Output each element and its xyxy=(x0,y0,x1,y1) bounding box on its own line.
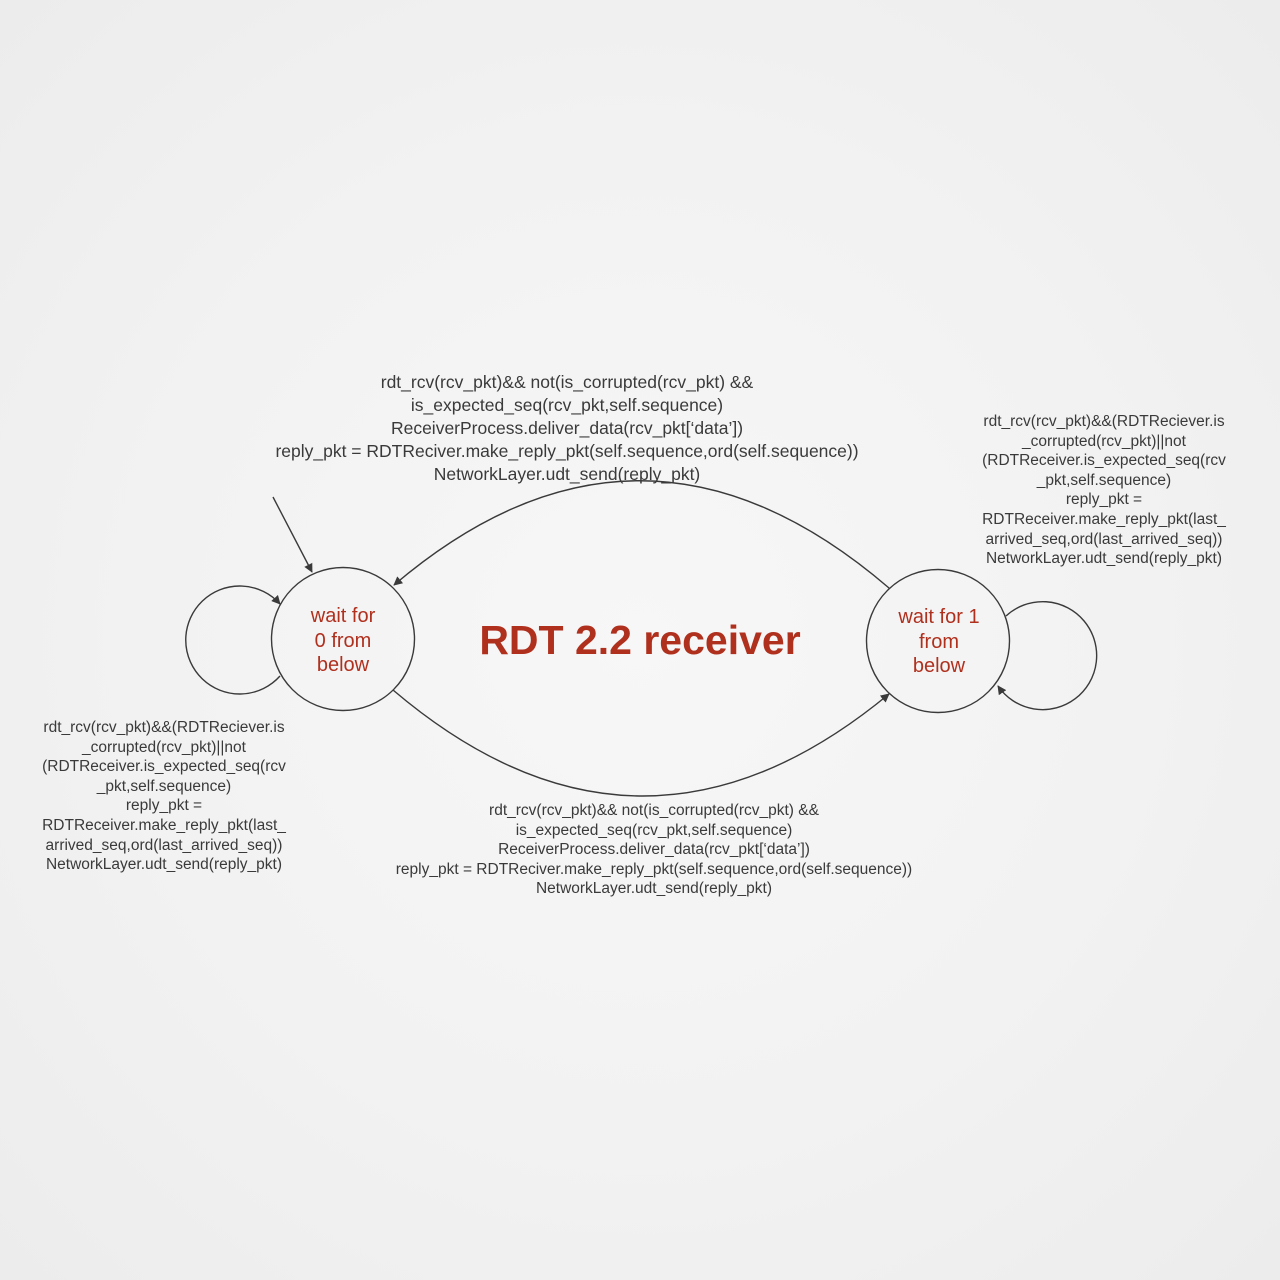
diagram-title: RDT 2.2 receiver xyxy=(479,617,801,663)
initial-transition-arrow xyxy=(272,496,313,573)
self-loop-state-1 xyxy=(997,601,1098,711)
transition-label-line: NetworkLayer.udt_send(reply_pkt) xyxy=(45,856,283,874)
transition-label-line: arrived_seq,ord(last_arrived_seq)) xyxy=(985,530,1223,548)
transition-label-line: is_expected_seq(rcv_pkt,self.sequence) xyxy=(515,821,793,839)
transition-label-line: NetworkLayer.udt_send(reply_pkt) xyxy=(433,464,701,484)
state-0-label-line: 0 from xyxy=(314,629,372,652)
state-1-label-line: wait for 1 xyxy=(898,606,980,628)
transition-label-line: is_expected_seq(rcv_pkt,self.sequence) xyxy=(410,395,724,415)
transition-label-top: rdt_rcv(rcv_pkt)&& not(is_corrupted(rcv_… xyxy=(190,371,944,486)
transition-arc-top xyxy=(393,480,890,589)
transition-label-line: RDTReceiver.make_reply_pkt(last_ xyxy=(982,510,1226,528)
transition-label-line: reply_pkt = RDTReciver.make_reply_pkt(se… xyxy=(275,441,859,461)
state-1-circle xyxy=(865,568,1011,714)
transition-label-self-loop-state-0: rdt_rcv(rcv_pkt)&&(RDTReciever.is _corru… xyxy=(10,718,318,875)
state-0-label-line: below xyxy=(316,654,370,676)
transition-label-line: reply_pkt = xyxy=(1065,491,1143,509)
transition-label-line: RDTReceiver.make_reply_pkt(last_ xyxy=(42,816,286,834)
transition-label-line: _pkt,self.sequence) xyxy=(1036,471,1172,489)
transition-label-line: (RDTReceiver.is_expected_seq(rcv xyxy=(982,452,1226,470)
transition-label-line: (RDTReceiver.is_expected_seq(rcv xyxy=(42,758,286,776)
self-loop-state-0 xyxy=(185,585,281,695)
state-1-label-line: from xyxy=(919,630,959,653)
transition-label-line: _corrupted(rcv_pkt)||not xyxy=(82,738,246,756)
state-0-label: wait for 0 from below xyxy=(283,604,403,678)
transition-label-line: rdt_rcv(rcv_pkt)&& not(is_corrupted(rcv_… xyxy=(489,802,819,819)
state-0-label-line: wait for xyxy=(310,605,376,627)
transition-label-line: rdt_rcv(rcv_pkt)&& not(is_corrupted(rcv_… xyxy=(380,372,754,392)
state-0-circle xyxy=(270,566,416,712)
transition-label-line: rdt_rcv(rcv_pkt)&&(RDTReciever.is xyxy=(43,719,285,736)
transition-label-line: NetworkLayer.udt_send(reply_pkt) xyxy=(985,550,1223,568)
transition-label-line: rdt_rcv(rcv_pkt)&&(RDTReciever.is xyxy=(983,413,1225,430)
transition-label-line: _corrupted(rcv_pkt)||not xyxy=(1022,432,1186,450)
transition-label-self-loop-state-1: rdt_rcv(rcv_pkt)&&(RDTReciever.is _corru… xyxy=(950,412,1258,569)
transition-label-line: arrived_seq,ord(last_arrived_seq)) xyxy=(45,836,283,854)
transition-arc-bottom xyxy=(392,689,890,797)
state-1-label: wait for 1 from below xyxy=(875,605,1003,679)
state-1-label-line: below xyxy=(912,655,966,677)
transition-label-bottom: rdt_rcv(rcv_pkt)&& not(is_corrupted(rcv_… xyxy=(344,801,964,899)
transition-label-line: ReceiverProcess.deliver_data(rcv_pkt[‘da… xyxy=(498,841,810,859)
transition-label-line: _pkt,self.sequence) xyxy=(96,777,232,795)
transition-label-line: NetworkLayer.udt_send(reply_pkt) xyxy=(535,880,773,898)
transition-label-line: reply_pkt = RDTReciver.make_reply_pkt(se… xyxy=(395,860,913,878)
transition-label-line: ReceiverProcess.deliver_data(rcv_pkt[‘da… xyxy=(390,418,744,438)
transition-label-line: reply_pkt = xyxy=(125,797,203,815)
